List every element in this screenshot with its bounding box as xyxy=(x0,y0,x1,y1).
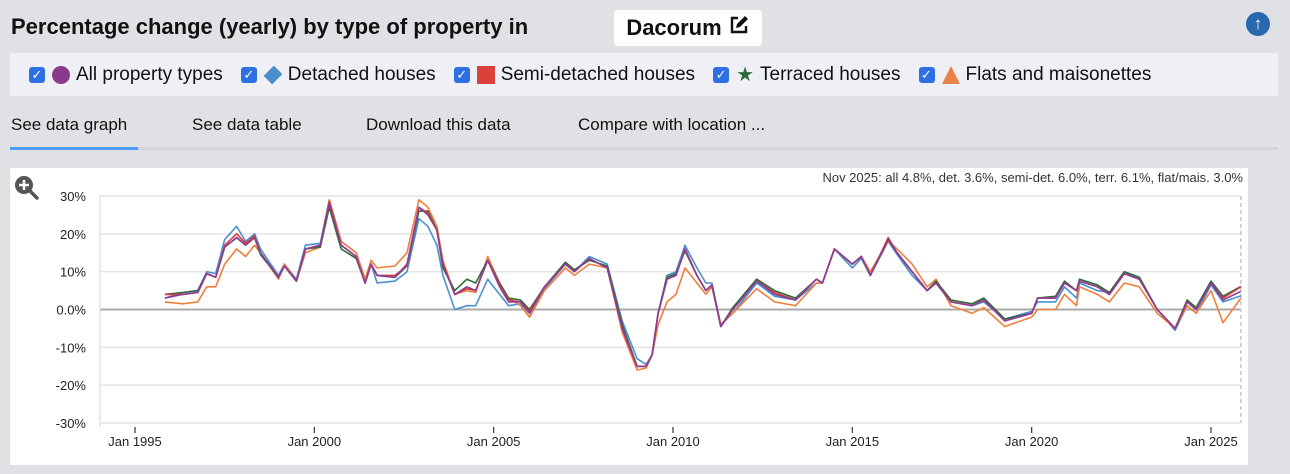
latest-values-summary: Nov 2025: all 4.8%, det. 3.6%, semi-det.… xyxy=(822,170,1243,185)
y-tick-label: -20% xyxy=(56,378,87,393)
arrow-up-icon[interactable]: ↑ xyxy=(1246,12,1270,36)
checkbox-icon[interactable]: ✓ xyxy=(713,66,730,83)
y-tick-label: 20% xyxy=(60,227,86,242)
y-tick-label: -30% xyxy=(56,416,87,431)
location-name: Dacorum xyxy=(626,15,722,40)
star-icon: ★ xyxy=(736,64,754,86)
checkbox-icon[interactable]: ✓ xyxy=(918,66,935,83)
legend: ✓ All property types ✓ Detached houses ✓ Se… xyxy=(10,53,1278,96)
checkbox-icon[interactable]: ✓ xyxy=(29,66,45,83)
y-tick-label: 10% xyxy=(60,265,86,280)
active-tab-indicator xyxy=(10,147,138,150)
x-tick-label: Jan 1995 xyxy=(108,434,162,449)
checkbox-icon[interactable]: ✓ xyxy=(240,66,257,83)
tab-data-table[interactable]: See data table xyxy=(192,115,302,134)
legend-item-terraced[interactable]: ✓ ★ Terraced houses xyxy=(713,63,901,86)
legend-label: Terraced houses xyxy=(760,63,901,85)
chart-container xyxy=(10,168,1248,465)
x-tick-label: Jan 2010 xyxy=(646,434,700,449)
y-tick-label: 30% xyxy=(60,189,86,204)
x-tick-label: Jan 2005 xyxy=(467,434,521,449)
x-tick-label: Jan 2000 xyxy=(288,434,342,449)
y-tick-label: 0.0% xyxy=(56,303,86,318)
legend-label: Flats and maisonettes xyxy=(965,63,1152,85)
legend-item-flats[interactable]: ✓ Flats and maisonettes xyxy=(918,63,1152,86)
tab-compare[interactable]: Compare with location ... xyxy=(578,115,766,134)
edit-icon xyxy=(728,14,750,42)
x-tick-label: Jan 2025 xyxy=(1184,434,1238,449)
legend-item-all[interactable]: ✓ All property types xyxy=(29,64,223,86)
checkbox-icon[interactable]: ✓ xyxy=(453,66,470,83)
x-tick-label: Jan 2015 xyxy=(826,434,880,449)
x-tick-label: Jan 2020 xyxy=(1005,434,1059,449)
page-title: Percentage change (yearly) by type of pr… xyxy=(11,14,529,39)
y-tick-label: -10% xyxy=(56,340,87,355)
square-icon xyxy=(476,65,496,85)
legend-label: Detached houses xyxy=(287,63,436,85)
tab-data-graph[interactable]: See data graph xyxy=(11,115,128,134)
tab-bar: See data graph See data table Download t… xyxy=(0,112,1290,152)
legend-label: All property types xyxy=(76,63,223,85)
zoom-in-icon[interactable] xyxy=(14,175,40,206)
circle-icon xyxy=(51,65,71,85)
legend-label: Semi-detached houses xyxy=(500,63,696,85)
location-selector[interactable]: Dacorum xyxy=(614,10,762,46)
legend-item-detached[interactable]: ✓ Detached houses xyxy=(240,63,436,86)
tab-divider xyxy=(10,147,1278,150)
series-line-all-property-types xyxy=(164,202,1242,368)
tab-download[interactable]: Download this data xyxy=(366,115,511,134)
triangle-icon xyxy=(941,65,961,85)
legend-item-semi[interactable]: ✓ Semi-detached houses xyxy=(453,63,696,86)
